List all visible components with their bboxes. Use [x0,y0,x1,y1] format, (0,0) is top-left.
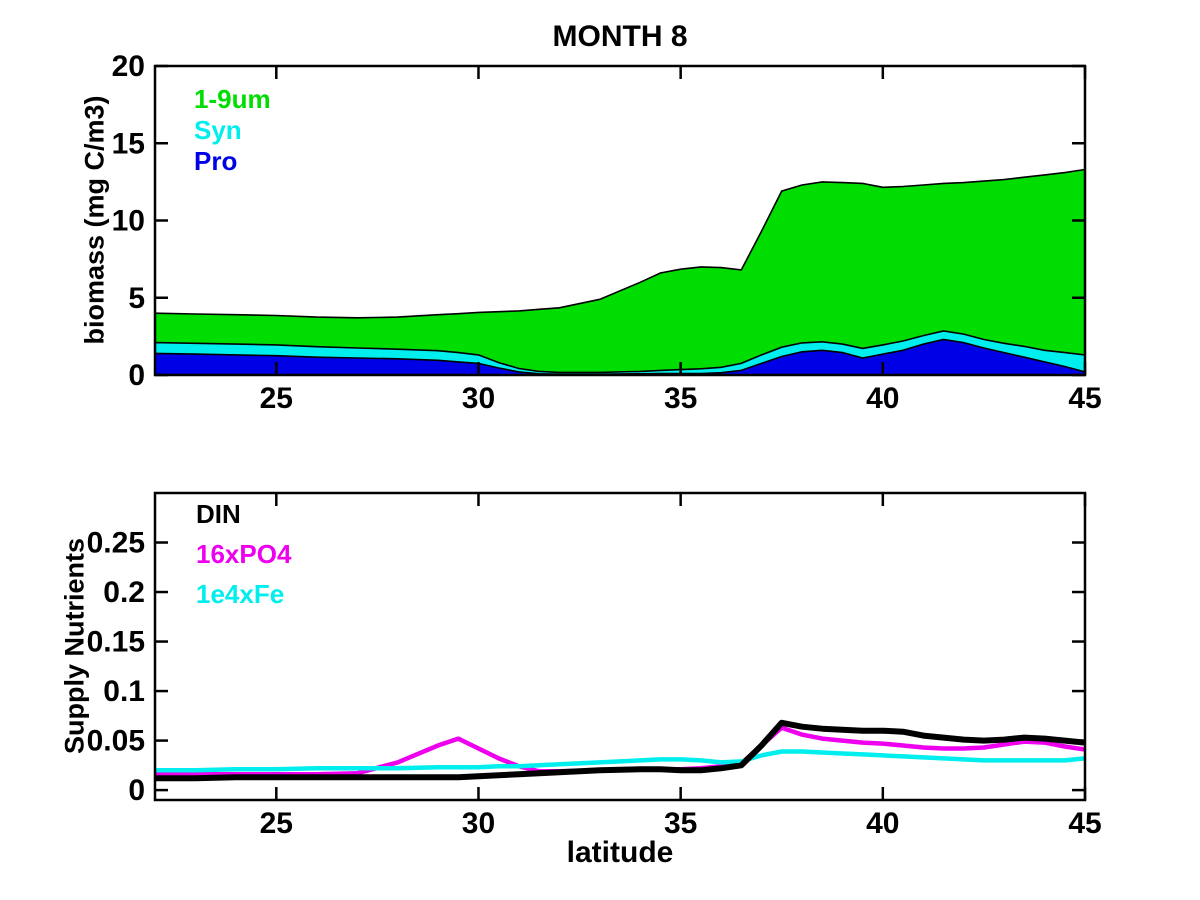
y-tick-label: 0.05 [87,725,145,758]
legend-item-1-9um: 1-9um [194,84,271,114]
biomass-axis-label: biomass (mg C/m3) [79,95,110,345]
supply-nutrients-axis-label: Supply Nutrients [59,537,90,755]
x-tick-label: 35 [664,807,697,840]
y-tick-label: 10 [112,205,145,238]
x-tick-label: 30 [462,382,495,415]
y-tick-label: 0.25 [87,527,145,560]
supply-nutrients-lines-plot-area [155,719,1085,782]
x-tick-label: 40 [866,807,899,840]
y-tick-label: 0 [128,359,145,392]
x-tick-label: 45 [1068,807,1101,840]
y-tick-label: 5 [128,282,145,315]
legend-item-pro: Pro [194,146,238,176]
legend-item-din: DIN [196,499,241,529]
legend-item-syn: Syn [194,115,242,145]
y-tick-label: 0.15 [87,626,145,659]
supply-nutrients-lines-axes-frame [153,491,1087,802]
line-1e4xFe [155,749,1085,773]
area-1-9um [155,168,1085,375]
x-tick-label: 40 [866,382,899,415]
x-tick-label: 25 [260,382,293,415]
legend-item-1e4xfe: 1e4xFe [196,579,285,609]
y-tick-label: 20 [112,50,145,83]
y-tick-label: 0.1 [103,675,145,708]
latitude-axis-label: latitude [566,836,674,869]
legend-biomass: 1-9um Syn Pro [194,86,271,179]
line-DIN [155,719,1085,782]
y-tick-label: 0.2 [103,576,145,609]
figure-title: MONTH 8 [552,20,688,53]
y-tick-label: 0 [128,774,145,807]
x-tick-label: 30 [462,807,495,840]
x-tick-label: 45 [1068,382,1101,415]
legend-nutrients: DIN 16xPO4 1e4xFe [196,501,291,621]
x-tick-label: 35 [664,382,697,415]
area-Pro [155,338,1085,375]
x-tick-label: 25 [260,807,293,840]
biomass-stacked-area-plot-area [155,168,1085,375]
y-tick-label: 15 [112,127,145,160]
legend-item-16xpo4: 16xPO4 [196,539,292,569]
